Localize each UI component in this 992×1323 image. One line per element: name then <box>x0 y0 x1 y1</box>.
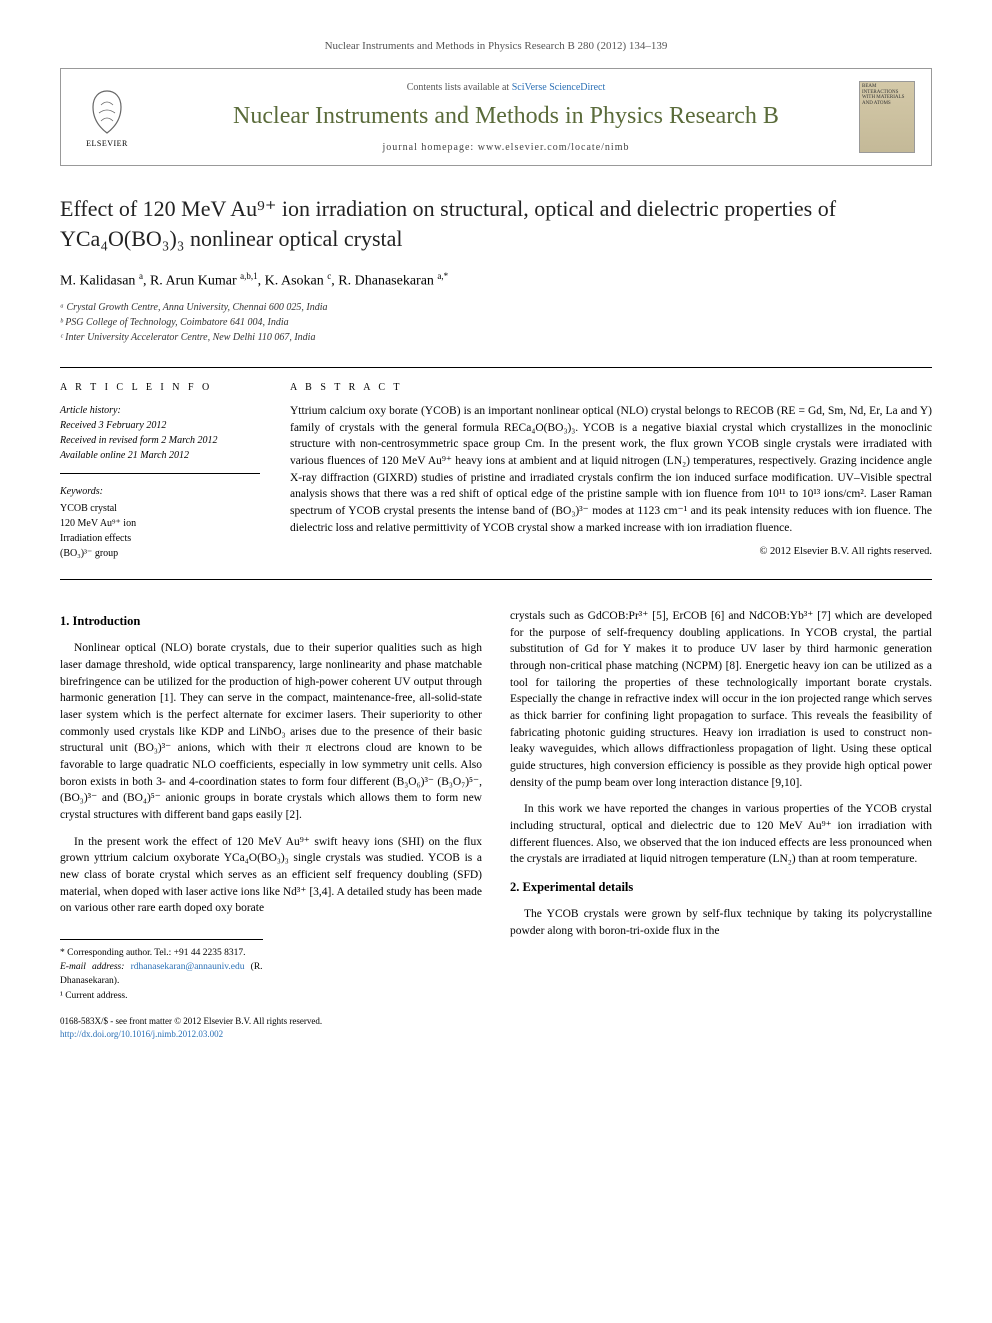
abstract-heading: A B S T R A C T <box>290 382 932 393</box>
journal-homepage: journal homepage: www.elsevier.com/locat… <box>153 142 859 153</box>
email-label: E-mail address: <box>60 962 131 972</box>
article-history: Article history: Received 3 February 201… <box>60 403 260 474</box>
journal-cover-thumbnail: BEAM INTERACTIONS WITH MATERIALS AND ATO… <box>859 81 915 153</box>
affiliation-a: ᵃ Crystal Growth Centre, Anna University… <box>60 300 932 315</box>
keyword-3: (BO₃)³⁻ group <box>60 548 118 559</box>
article-info-heading: A R T I C L E I N F O <box>60 382 260 393</box>
article-info-col: A R T I C L E I N F O Article history: R… <box>60 382 260 561</box>
section-intro-heading: 1. Introduction <box>60 612 482 630</box>
history-label: Article history: <box>60 405 121 416</box>
body-col-left: 1. Introduction Nonlinear optical (NLO) … <box>60 608 482 1040</box>
intro-para-2: In the present work the effect of 120 Me… <box>60 834 482 917</box>
journal-header-box: ELSEVIER Contents lists available at Sci… <box>60 68 932 166</box>
header-center: Contents lists available at SciVerse Sci… <box>153 82 859 153</box>
intro-para-3: crystals such as GdCOB:Pr³⁺ [5], ErCOB [… <box>510 608 932 791</box>
journal-reference: Nuclear Instruments and Methods in Physi… <box>60 40 932 52</box>
article-meta-row: A R T I C L E I N F O Article history: R… <box>60 367 932 580</box>
contents-prefix: Contents lists available at <box>407 82 512 93</box>
sciencedirect-link[interactable]: SciVerse ScienceDirect <box>512 82 606 93</box>
intro-para-4: In this work we have reported the change… <box>510 801 932 868</box>
affiliations: ᵃ Crystal Growth Centre, Anna University… <box>60 300 932 345</box>
keywords-block: Keywords: YCOB crystal 120 MeV Au⁹⁺ ion … <box>60 484 260 561</box>
corr-email[interactable]: rdhanasekaran@annauniv.edu <box>131 962 245 972</box>
homepage-label: journal homepage: <box>383 142 478 153</box>
journal-title: Nuclear Instruments and Methods in Physi… <box>153 103 859 130</box>
homepage-url[interactable]: www.elsevier.com/locate/nimb <box>478 142 630 153</box>
history-revised: Received in revised form 2 March 2012 <box>60 435 218 446</box>
doi-link[interactable]: http://dx.doi.org/10.1016/j.nimb.2012.03… <box>60 1029 223 1039</box>
publication-footer: 0168-583X/$ - see front matter © 2012 El… <box>60 1015 482 1040</box>
keyword-1: 120 MeV Au⁹⁺ ion <box>60 518 136 529</box>
keywords-label: Keywords: <box>60 484 260 499</box>
abstract-text: Yttrium calcium oxy borate (YCOB) is an … <box>290 403 932 536</box>
keyword-0: YCOB crystal <box>60 503 117 514</box>
corr-email-line: E-mail address: rdhanasekaran@annauniv.e… <box>60 960 263 989</box>
section-expt-heading: 2. Experimental details <box>510 878 932 896</box>
contents-available: Contents lists available at SciVerse Sci… <box>153 82 859 93</box>
intro-para-1: Nonlinear optical (NLO) borate crystals,… <box>60 640 482 823</box>
body-col-right: crystals such as GdCOB:Pr³⁺ [5], ErCOB [… <box>510 608 932 1040</box>
keyword-2: Irradiation effects <box>60 533 131 544</box>
affiliation-c: ᶜ Inter University Accelerator Centre, N… <box>60 330 932 345</box>
history-online: Available online 21 March 2012 <box>60 450 189 461</box>
elsevier-name: ELSEVIER <box>86 139 128 148</box>
elsevier-logo: ELSEVIER <box>77 82 137 152</box>
article-title: Effect of 120 MeV Au⁹⁺ ion irradiation o… <box>60 194 932 253</box>
corr-author: * Corresponding author. Tel.: +91 44 223… <box>60 946 263 960</box>
abstract-col: A B S T R A C T Yttrium calcium oxy bora… <box>290 382 932 561</box>
history-received: Received 3 February 2012 <box>60 420 166 431</box>
affiliation-b: ᵇ PSG College of Technology, Coimbatore … <box>60 315 932 330</box>
body-columns: 1. Introduction Nonlinear optical (NLO) … <box>60 608 932 1040</box>
abstract-copyright: © 2012 Elsevier B.V. All rights reserved… <box>290 546 932 557</box>
front-matter-line: 0168-583X/$ - see front matter © 2012 El… <box>60 1015 482 1028</box>
corresponding-footer: * Corresponding author. Tel.: +91 44 223… <box>60 939 263 1003</box>
expt-para-1: The YCOB crystals were grown by self-flu… <box>510 906 932 939</box>
page-container: Nuclear Instruments and Methods in Physi… <box>0 0 992 1080</box>
author-list: M. Kalidasan a, R. Arun Kumar a,b,1, K. … <box>60 271 932 290</box>
footnote-1: ¹ Current address. <box>60 989 263 1003</box>
